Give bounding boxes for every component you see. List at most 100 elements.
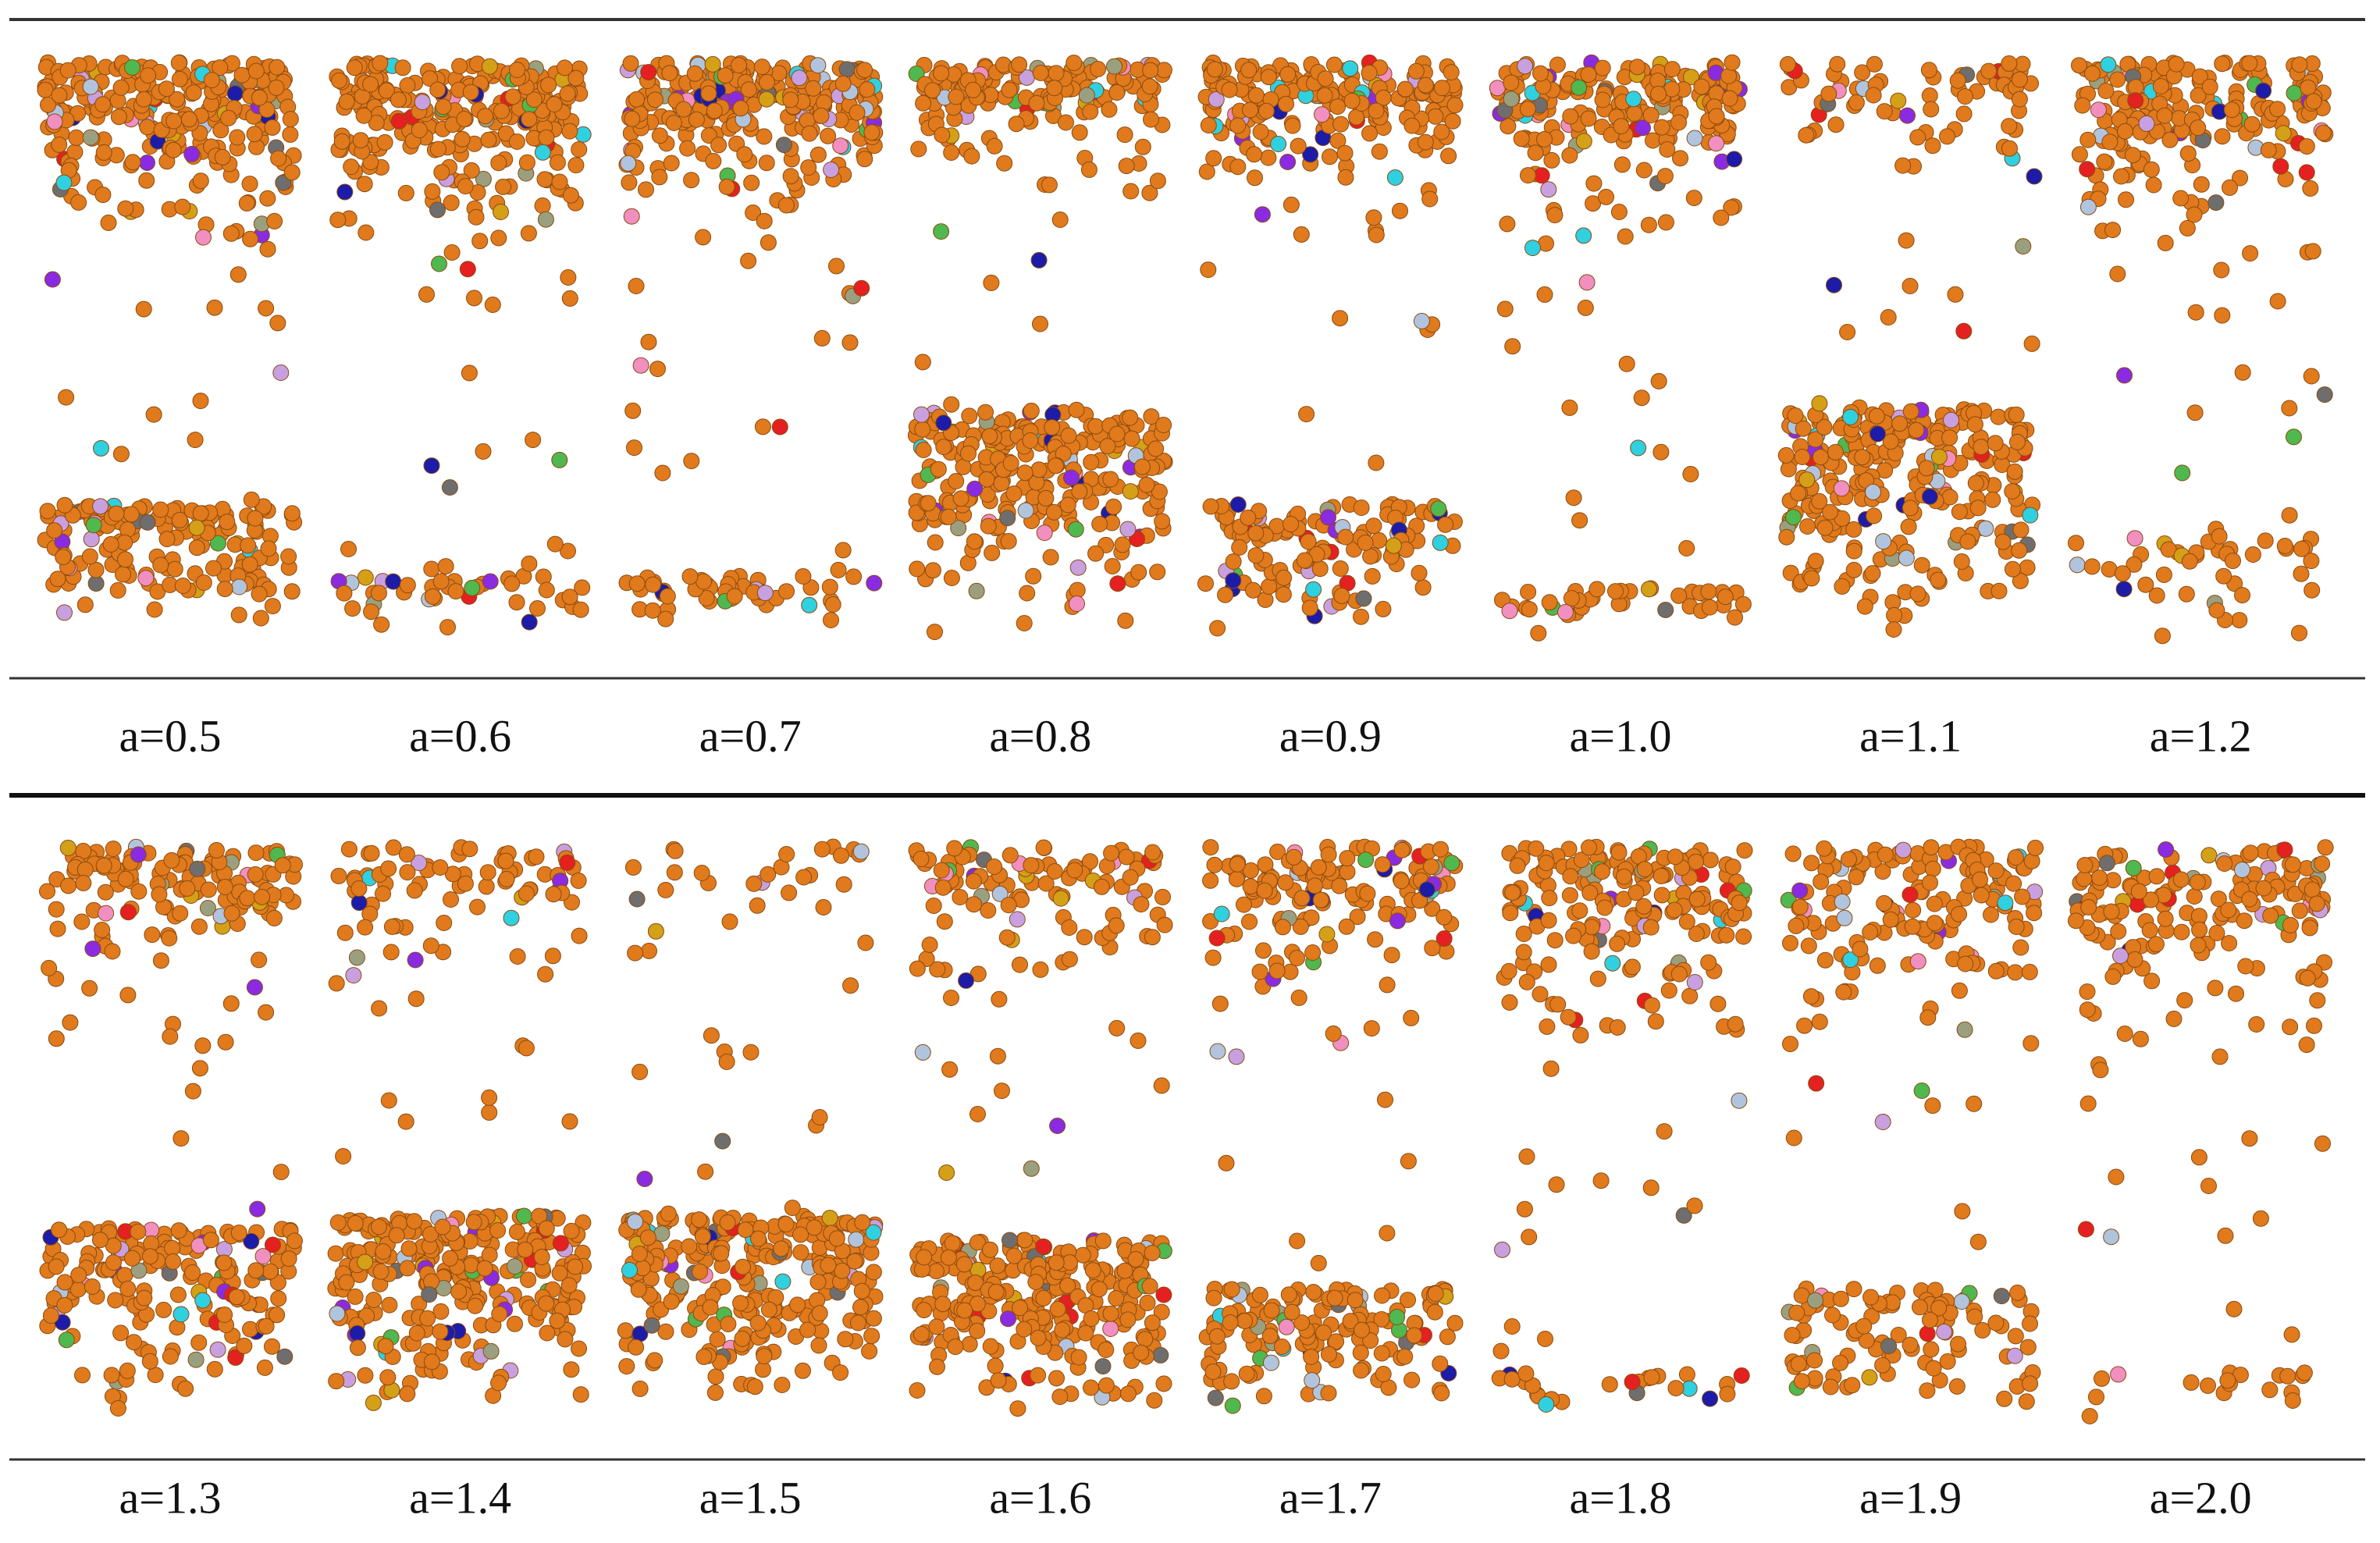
particle	[466, 290, 482, 307]
particle	[1274, 919, 1291, 936]
particle	[490, 229, 507, 247]
particle	[1973, 887, 1990, 904]
particle	[2291, 624, 2307, 642]
particle	[1153, 1303, 1170, 1321]
particle	[1594, 863, 1610, 880]
particle	[1090, 1281, 1108, 1298]
particle	[1435, 930, 1453, 947]
particle	[1365, 209, 1382, 226]
particle	[1032, 961, 1049, 978]
particle	[1930, 448, 1948, 465]
particle	[356, 176, 373, 193]
particle	[2303, 368, 2320, 385]
particle	[406, 1213, 423, 1230]
particle	[1200, 117, 1217, 133]
particle	[1688, 853, 1705, 870]
particle	[1392, 202, 1408, 219]
particle	[1832, 1290, 1849, 1307]
particle	[247, 510, 264, 527]
particle	[1427, 108, 1444, 125]
particle	[718, 1053, 735, 1070]
particle	[2118, 191, 2134, 208]
particle	[1060, 427, 1077, 444]
particle	[909, 1382, 926, 1399]
particle	[834, 1262, 851, 1279]
particle	[1930, 571, 1947, 588]
particle	[1898, 232, 1915, 249]
particle	[991, 990, 1008, 1008]
particle	[948, 473, 965, 489]
particle	[865, 1224, 882, 1241]
particle	[1993, 1288, 2010, 1305]
particle	[549, 1312, 566, 1329]
particle	[136, 1289, 153, 1307]
particle	[1734, 596, 1752, 613]
particle	[700, 85, 717, 102]
particle	[1103, 844, 1120, 862]
particle	[1030, 251, 1048, 268]
particle	[370, 1218, 387, 1235]
particle	[1643, 1369, 1660, 1386]
particle	[1211, 995, 1229, 1012]
particle	[1222, 1314, 1239, 1331]
particle	[1726, 151, 1743, 168]
particle	[1270, 136, 1287, 152]
particle	[521, 613, 538, 631]
particle	[283, 583, 301, 600]
particle	[801, 125, 818, 142]
particle	[139, 514, 156, 531]
particle	[679, 140, 696, 157]
particle	[965, 81, 982, 98]
particle	[152, 556, 169, 574]
particle	[1862, 1289, 1880, 1306]
particle	[1987, 1314, 2005, 1331]
particle	[1538, 1396, 1555, 1413]
particle	[1540, 181, 1557, 198]
particle	[1141, 1278, 1158, 1295]
particle	[1133, 1344, 1150, 1361]
particle	[1223, 1281, 1240, 1298]
particle	[216, 581, 233, 598]
particle	[1377, 1091, 1393, 1108]
particle	[816, 94, 832, 111]
particle	[1331, 877, 1348, 894]
particle	[68, 129, 85, 146]
particle	[909, 960, 926, 977]
particle	[1865, 87, 1882, 104]
particle	[2115, 581, 2133, 598]
particle	[1777, 446, 1795, 464]
particle	[1094, 1358, 1112, 1375]
particle	[1628, 884, 1645, 901]
particle	[166, 560, 183, 578]
particle	[1314, 106, 1330, 123]
particle	[1876, 103, 1893, 120]
particle	[264, 1338, 280, 1355]
particle	[461, 841, 478, 858]
particle	[1044, 419, 1061, 436]
particle	[1155, 1286, 1172, 1303]
particle	[336, 924, 354, 941]
particle	[508, 1223, 525, 1240]
particle	[1803, 855, 1820, 872]
particle	[1209, 620, 1226, 637]
particle	[521, 111, 538, 128]
particle	[124, 59, 141, 76]
particle	[283, 505, 301, 522]
particle	[1727, 609, 1743, 626]
particle	[151, 886, 168, 903]
particle	[1519, 101, 1536, 118]
particle	[1293, 226, 1310, 243]
particle	[1609, 1019, 1626, 1036]
particle	[2234, 587, 2250, 604]
particle	[1143, 111, 1159, 128]
particle	[1503, 74, 1520, 91]
particle	[663, 155, 680, 172]
particle	[952, 490, 969, 507]
particle	[2011, 91, 2028, 108]
particle	[1864, 565, 1881, 581]
particle	[411, 855, 428, 871]
particle	[171, 70, 188, 87]
particle	[1494, 1241, 1510, 1258]
particle	[749, 897, 766, 914]
particle	[1061, 951, 1078, 968]
